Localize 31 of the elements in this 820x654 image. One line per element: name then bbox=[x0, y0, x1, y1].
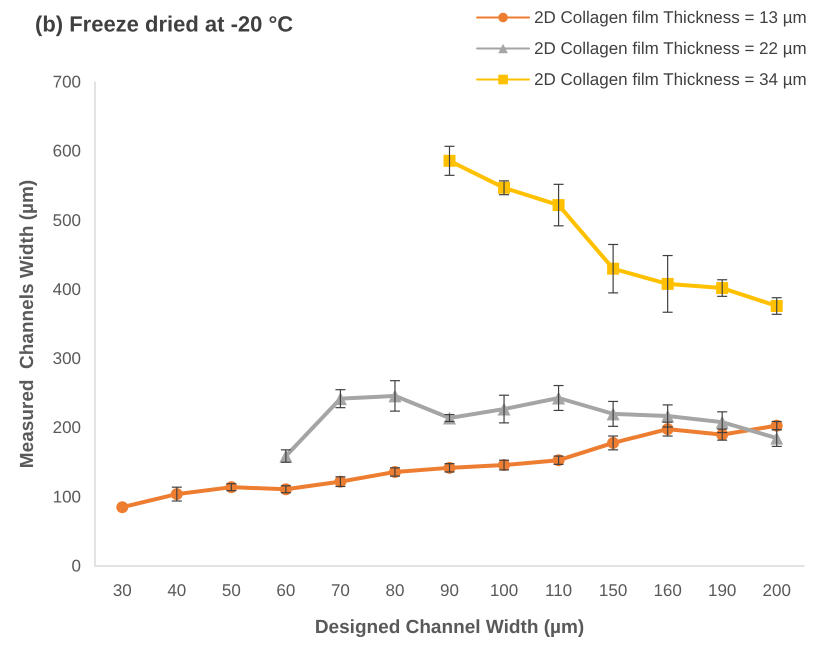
legend-label: 2D Collagen film Thickness = 13 µm bbox=[534, 8, 807, 27]
y-axis-title: Measured Channels Width (µm) bbox=[17, 180, 38, 468]
x-tick-label: 40 bbox=[167, 581, 186, 600]
y-tick-label: 200 bbox=[52, 418, 81, 438]
x-tick-label: 100 bbox=[490, 581, 518, 600]
x-tick-label: 200 bbox=[762, 581, 791, 600]
y-tick-label: 300 bbox=[52, 349, 81, 368]
x-tick-label: 150 bbox=[598, 581, 628, 600]
x-tick-label: 60 bbox=[276, 581, 296, 600]
point bbox=[116, 501, 128, 514]
x-tick-label: 190 bbox=[708, 581, 736, 600]
x-tick-label: 80 bbox=[386, 581, 404, 600]
y-tick-label: 700 bbox=[52, 72, 81, 92]
x-tick-label: 160 bbox=[653, 581, 682, 600]
legend-label: 2D Collagen film Thickness = 34 µm bbox=[534, 70, 807, 89]
y-tick-label: 600 bbox=[52, 142, 81, 161]
point bbox=[552, 199, 565, 212]
x-tick-label: 30 bbox=[112, 581, 132, 600]
point bbox=[444, 154, 456, 167]
y-tick-label: 0 bbox=[72, 556, 81, 576]
y-tick-label: 500 bbox=[52, 210, 81, 230]
y-tick-label: 400 bbox=[52, 280, 81, 299]
legend-label: 2D Collagen film Thickness = 22 µm bbox=[534, 39, 807, 58]
x-tick-label: 90 bbox=[440, 581, 459, 600]
x-tick-label: 110 bbox=[545, 581, 572, 600]
point bbox=[607, 262, 620, 275]
x-tick-label: 70 bbox=[330, 581, 350, 600]
chart-title: (b) Freeze dried at -20 °C bbox=[35, 12, 294, 36]
y-tick-label: 100 bbox=[52, 487, 81, 506]
x-tick-label: 50 bbox=[222, 581, 241, 600]
x-axis-title: Designed Channel Width (µm) bbox=[314, 617, 584, 638]
